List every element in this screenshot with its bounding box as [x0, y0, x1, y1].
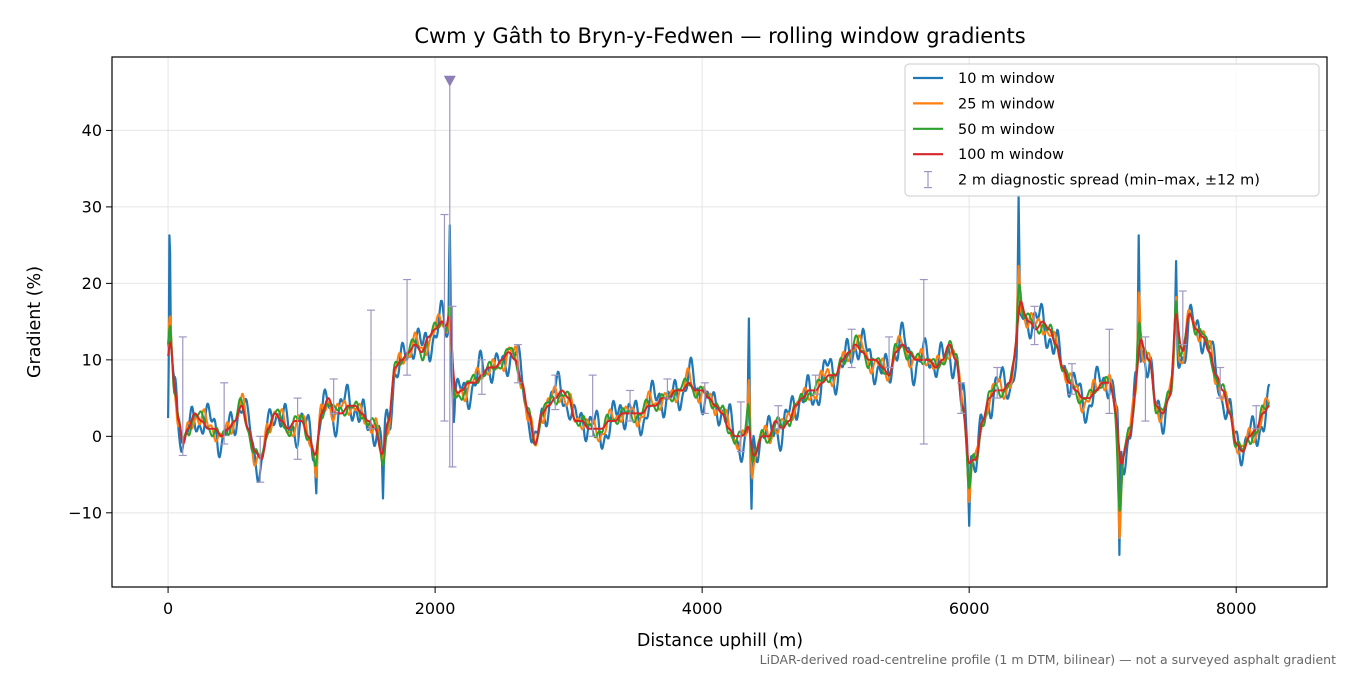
- y-axis-label: Gradient (%): [25, 266, 45, 378]
- plot-frame: [111, 56, 1328, 588]
- legend-label: 100 m window: [958, 147, 1064, 163]
- chart-title: Cwm y Gâth to Bryn-y-Fedwen — rolling wi…: [414, 24, 1025, 48]
- diagnostic-spread-bar: [440, 213, 449, 422]
- x-axis-label: Distance uphill (m): [637, 631, 803, 651]
- diagnostic-spread-bar: [1067, 363, 1076, 395]
- legend-entry: 25 m window: [913, 96, 1055, 112]
- triangle-down-marker: [443, 75, 456, 87]
- legend-label: 2 m diagnostic spread (min–max, ±12 m): [958, 173, 1260, 189]
- series-line-100-m-window: [167, 300, 1270, 465]
- diagnostic-spread-bar: [700, 382, 709, 414]
- axis-ticks: 0 2000 4000 6000 8000 −10 0 10 20 30 40: [68, 121, 1256, 618]
- x-tick-label: 6000: [949, 599, 990, 618]
- series-layer: [167, 195, 1271, 556]
- diagnostic-spread-bar: [1216, 366, 1225, 399]
- legend-entry: 100 m window: [913, 147, 1064, 163]
- diagnostic-spread-layer: [178, 213, 1261, 483]
- x-tick-label: 4000: [682, 599, 723, 618]
- diagnostic-spread-bar: [477, 359, 486, 395]
- x-tick-label: 2000: [415, 599, 456, 618]
- diagnostic-spread-bar: [1030, 305, 1039, 346]
- marker-layer: [443, 75, 456, 467]
- y-tick-label: 20: [82, 274, 102, 293]
- diagnostic-spread-bar: [626, 389, 635, 422]
- diagnostic-spread-bar: [774, 405, 783, 430]
- diagnostic-spread-bar: [847, 328, 856, 369]
- diagnostic-spread-bar: [367, 309, 376, 430]
- diagnostic-spread-bar: [736, 401, 745, 453]
- legend-entry: 50 m window: [913, 122, 1055, 138]
- legend-entry: 10 m window: [913, 71, 1055, 87]
- x-tick-label: 0: [163, 599, 173, 618]
- y-tick-label: 30: [82, 197, 102, 216]
- series-line-10-m-window: [167, 195, 1271, 556]
- diagnostic-spread-bar: [293, 397, 302, 460]
- diagnostic-spread-bar: [220, 382, 229, 445]
- diagnostic-spread-bar: [256, 435, 265, 483]
- diagnostic-spread-bar: [885, 336, 894, 369]
- diagnostic-spread-bar: [1252, 405, 1261, 430]
- legend-box: [904, 63, 1320, 197]
- diagnostic-spread-bar: [957, 382, 966, 414]
- diagnostic-spread-bar: [811, 374, 820, 395]
- diagnostic-spread-bar: [1141, 336, 1150, 422]
- legend-label: 25 m window: [958, 96, 1055, 112]
- diagnostic-spread-bar: [919, 278, 928, 445]
- diagnostic-spread-bar: [993, 366, 1002, 399]
- footnote: LiDAR-derived road-centreline profile (1…: [760, 652, 1336, 667]
- legend: 10 m window 25 m window 50 m window 100 m w…: [904, 63, 1320, 197]
- y-tick-label: 10: [82, 350, 102, 369]
- x-tick-label: 8000: [1216, 599, 1257, 618]
- y-tick-label: −10: [68, 503, 102, 522]
- legend-entry: 2 m diagnostic spread (min–max, ±12 m): [924, 171, 1260, 189]
- diagnostic-spread-bar: [513, 343, 522, 384]
- diagnostic-spread-bar: [1105, 328, 1114, 414]
- diagnostic-spread-bar: [329, 378, 338, 414]
- diagnostic-spread-bar: [588, 374, 597, 437]
- diagnostic-spread-bar: [551, 374, 560, 411]
- diagnostic-spread-bar: [1178, 290, 1187, 346]
- y-tick-label: 40: [82, 121, 102, 140]
- y-tick-label: 0: [92, 427, 102, 446]
- diagnostic-spread-bar: [403, 278, 412, 376]
- legend-label: 50 m window: [958, 122, 1055, 138]
- diagnostic-spread-bar: [663, 378, 672, 399]
- legend-label: 10 m window: [958, 71, 1055, 87]
- diagnostic-spread-bar: [178, 336, 187, 457]
- grid-lines: [112, 57, 1327, 587]
